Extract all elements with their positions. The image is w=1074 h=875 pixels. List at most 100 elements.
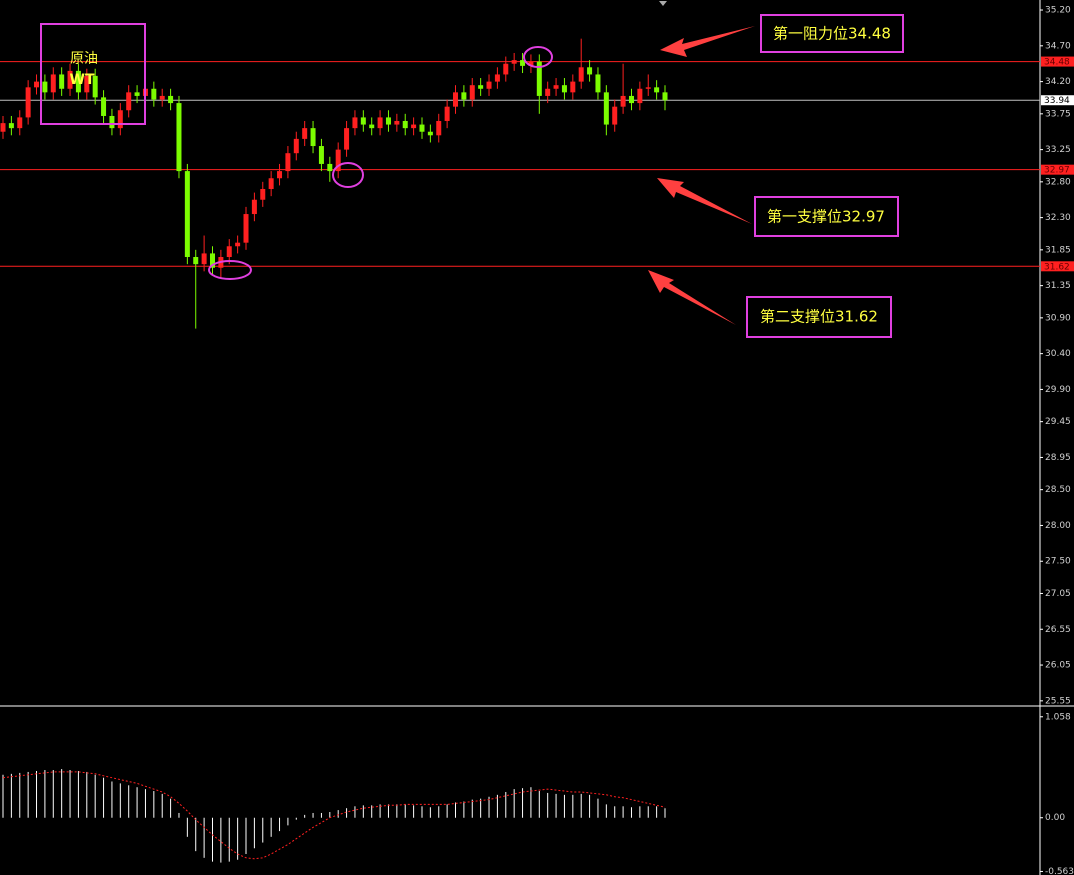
candle-body [168, 95, 174, 104]
candle-body [436, 120, 442, 136]
annotation: 第一支撑位32.97 [767, 208, 885, 226]
candle-body [360, 117, 366, 125]
candle-body [603, 92, 609, 125]
price-tag-label: 32.97 [1044, 166, 1070, 176]
candle-body [25, 87, 31, 118]
candle-body [243, 214, 249, 243]
price-tag [1041, 56, 1074, 67]
y-tick-label: 27.05 [1045, 589, 1071, 599]
candle-body [260, 188, 266, 200]
highlight-ellipse [523, 46, 553, 68]
candle-body [570, 81, 576, 93]
candle-body [662, 92, 668, 101]
title: WT [70, 72, 95, 88]
candle-body [310, 128, 316, 147]
y-tick-label: 26.55 [1045, 625, 1071, 635]
candle-body [109, 115, 115, 129]
candle-body [620, 95, 626, 107]
y-tick-label: 32.80 [1045, 177, 1071, 187]
annotation: 第一阻力位34.48 [773, 25, 891, 43]
candle-body [545, 88, 551, 96]
candle-body [536, 61, 542, 96]
y-tick-label: 25.55 [1045, 696, 1071, 706]
candle-body [17, 117, 23, 129]
candle-body [528, 61, 534, 66]
price-tag [1041, 95, 1074, 106]
candle-body [84, 75, 90, 93]
candle-body [520, 60, 526, 66]
candle-body [486, 81, 492, 89]
y-tick-label: 29.90 [1045, 385, 1071, 395]
candle-body [561, 85, 567, 93]
candle-body [444, 106, 450, 121]
label-box [40, 23, 146, 125]
candle-body [134, 92, 140, 96]
candle-body [285, 153, 291, 172]
candle-body [369, 124, 375, 129]
candle-body [578, 67, 584, 82]
candle-body [352, 117, 358, 129]
candle-body [411, 124, 417, 129]
candle-body [151, 88, 157, 100]
y-tick-label: 35.20 [1045, 6, 1071, 16]
y-tick-label: 31.85 [1045, 245, 1071, 255]
y-tick-label: 27.50 [1045, 557, 1071, 567]
y-tick-label: 34.70 [1045, 41, 1071, 51]
candle-body [193, 256, 199, 265]
candle-body [92, 75, 98, 98]
candle-body [402, 120, 408, 129]
candle-body [268, 178, 274, 189]
marks: 35.20 34.70 34.20 33.75 33.25 32.80 32.30 31.85… [0, 6, 1074, 875]
y-tick-label: 26.05 [1045, 661, 1071, 671]
y-tick-label: 29.45 [1045, 417, 1071, 427]
y-tick-label: 1.058 [1045, 712, 1071, 722]
candle-body [344, 128, 350, 150]
y-tick-label: 0.00 [1045, 813, 1065, 823]
annotation-box [760, 14, 904, 53]
price-tag-label: 34.48 [1044, 58, 1070, 68]
y-tick-label: 28.95 [1045, 453, 1071, 463]
candle-body [553, 85, 559, 89]
candle-body [318, 146, 324, 164]
candle-body [235, 242, 241, 247]
y-tick-label: 32.30 [1045, 213, 1071, 223]
arrow [648, 270, 736, 325]
candle-body [0, 123, 6, 132]
shift-marker [659, 1, 667, 6]
candle-body [595, 74, 601, 93]
candle-body [209, 253, 215, 268]
candle-body [42, 81, 48, 93]
candle-body [427, 131, 433, 136]
y-tick-label: 33.75 [1045, 109, 1071, 119]
candle-body [335, 149, 341, 172]
candle-body [293, 138, 299, 154]
candle-body [184, 171, 190, 257]
y-tick-label: 30.40 [1045, 349, 1071, 359]
candle-body [101, 97, 107, 116]
candle-body [494, 74, 500, 82]
y-tick-label: 31.35 [1045, 281, 1071, 291]
candle-body [637, 88, 643, 104]
signal-line [2, 771, 666, 860]
price-tag-label: 31.62 [1044, 262, 1070, 272]
candle-body [587, 67, 593, 75]
candle-body [419, 124, 425, 132]
highlight-ellipse [208, 260, 252, 280]
highlight-ellipse [332, 162, 364, 188]
y-tick-label: 30.90 [1045, 313, 1071, 323]
candle-body [59, 74, 65, 89]
arrow [657, 178, 752, 224]
candle-body [159, 95, 165, 100]
y-tick-label: 34.20 [1045, 77, 1071, 87]
candle-body [251, 199, 257, 215]
candle-body [67, 70, 73, 89]
candle-body [302, 128, 308, 139]
arrow [660, 26, 755, 57]
candle-body [176, 103, 182, 172]
candle-body [478, 85, 484, 89]
candle-body [469, 85, 475, 100]
candle-body [50, 74, 56, 93]
candle-body [394, 120, 400, 125]
